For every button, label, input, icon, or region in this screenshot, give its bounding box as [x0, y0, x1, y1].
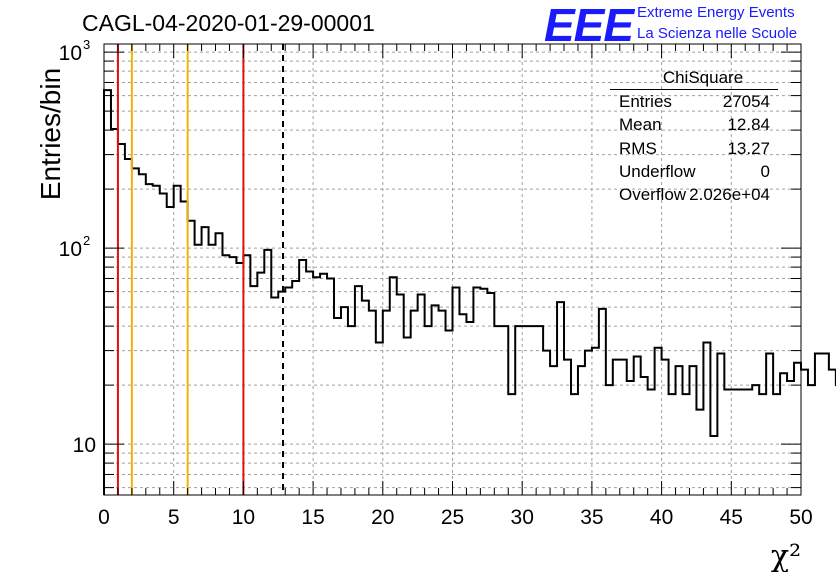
- x-tick-label: 10: [232, 506, 255, 529]
- stats-value: 13.27: [727, 138, 770, 158]
- y-tick-label: 10: [73, 434, 96, 457]
- stats-row: Mean 12.84: [610, 115, 778, 138]
- axis-ticks: [103, 44, 802, 495]
- stats-label: Entries: [619, 92, 672, 111]
- stats-box: ChiSquare Entries 27054 Mean 12.84 RMS 13.27 U…: [610, 68, 778, 208]
- stats-divider: [610, 89, 778, 90]
- histogram-line: [103, 89, 836, 495]
- logo-line-1: Extreme Energy Events: [637, 4, 795, 21]
- y-axis-label: Entries/bin: [35, 68, 66, 200]
- stats-value: 2.026e+04: [689, 185, 770, 205]
- stats-label: RMS: [619, 138, 657, 158]
- histogram-series: [103, 89, 836, 495]
- x-tick-label: 25: [441, 506, 464, 529]
- stats-row: Entries 27054: [610, 92, 778, 115]
- x-tick-label: 0: [98, 506, 110, 529]
- x-tick-label: 35: [580, 506, 603, 529]
- stats-label: Mean: [619, 115, 662, 135]
- y-tick-exponent: 3: [83, 37, 90, 52]
- stats-value: 12.84: [727, 115, 770, 135]
- stats-row: Underflow 0: [610, 162, 778, 185]
- x-tick-label: 45: [720, 506, 743, 529]
- y-tick-label: 10: [59, 238, 82, 261]
- plot-title: CAGL-04-2020-01-29-00001: [82, 10, 375, 36]
- x-tick-label: 5: [168, 506, 180, 529]
- x-tick-label: 50: [789, 506, 812, 529]
- stats-rows: Entries 27054 Mean 12.84 RMS 13.27 Underflow 0 O…: [610, 92, 778, 208]
- eee-logo: EEE: [544, 0, 634, 51]
- marker-lines: [116, 44, 284, 495]
- x-tick-label: 40: [650, 506, 673, 529]
- stats-title: ChiSquare: [662, 68, 744, 87]
- x-axis-label: χ²: [771, 539, 801, 572]
- y-tick-exponent: 2: [83, 233, 90, 248]
- x-tick-label: 30: [511, 506, 534, 529]
- x-tick-label: 15: [301, 506, 324, 529]
- logo-line-2: La Scienza nelle Scuole: [637, 25, 798, 42]
- stats-row: RMS 13.27: [610, 139, 778, 162]
- x-tick-label: 20: [371, 506, 394, 529]
- y-tick-label: 10: [59, 42, 82, 65]
- stats-label: Overflow: [619, 185, 687, 205]
- stats-row: Overflow 2.026e+04: [610, 185, 778, 208]
- stats-value: 27054: [722, 92, 770, 111]
- stats-value: 0: [760, 161, 770, 181]
- stats-label: Underflow: [619, 161, 696, 181]
